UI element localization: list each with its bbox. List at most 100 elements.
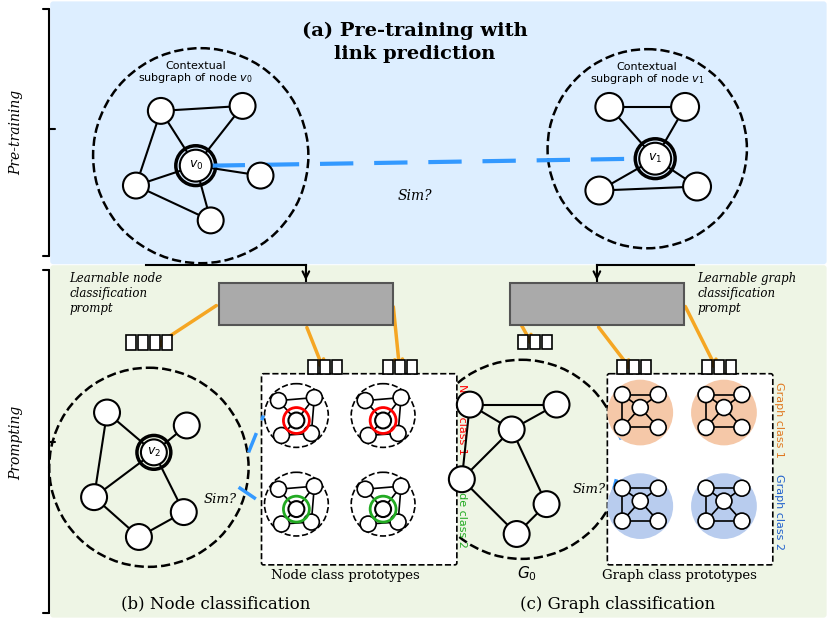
Text: Learnable graph
classification
prompt: Learnable graph classification prompt	[697, 272, 796, 315]
Bar	[702, 360, 712, 374]
Circle shape	[683, 172, 711, 200]
Text: Prompting: Prompting	[9, 405, 23, 479]
Circle shape	[595, 93, 623, 121]
Circle shape	[126, 524, 152, 550]
Circle shape	[273, 516, 290, 532]
Circle shape	[306, 389, 322, 405]
Bar	[510, 283, 684, 325]
Bar	[642, 360, 652, 374]
Bar	[309, 360, 319, 374]
Text: subgraph of node $v_1$: subgraph of node $v_1$	[590, 72, 705, 86]
FancyBboxPatch shape	[261, 374, 456, 565]
Bar	[726, 360, 736, 374]
Circle shape	[671, 93, 699, 121]
Bar	[138, 335, 148, 350]
Text: Node class prototypes: Node class prototypes	[271, 569, 420, 582]
Bar	[395, 360, 405, 374]
Circle shape	[544, 392, 569, 417]
Circle shape	[360, 427, 376, 443]
Text: Contextual: Contextual	[165, 61, 226, 71]
Circle shape	[271, 392, 286, 409]
Text: Learnable node
classification
prompt: Learnable node classification prompt	[69, 272, 163, 315]
Bar	[407, 360, 417, 374]
Text: Graph class 1: Graph class 1	[774, 381, 784, 458]
Circle shape	[608, 379, 673, 445]
Text: $v_1$: $v_1$	[648, 152, 662, 166]
Bar	[162, 335, 172, 350]
Circle shape	[534, 491, 559, 517]
Circle shape	[304, 514, 320, 530]
Circle shape	[247, 162, 273, 188]
Text: Graph class 2: Graph class 2	[774, 474, 784, 550]
Circle shape	[698, 480, 714, 496]
Bar	[714, 360, 724, 374]
Circle shape	[171, 499, 197, 525]
Bar	[150, 335, 160, 350]
Circle shape	[306, 478, 322, 494]
Circle shape	[289, 501, 305, 517]
Circle shape	[698, 513, 714, 529]
Circle shape	[698, 420, 714, 435]
Circle shape	[390, 425, 406, 441]
Bar	[126, 335, 136, 350]
Circle shape	[734, 513, 749, 529]
Circle shape	[198, 208, 223, 233]
Circle shape	[393, 478, 409, 494]
Text: READOUT: READOUT	[554, 297, 641, 311]
Text: (c) Graph classification: (c) Graph classification	[520, 596, 715, 613]
Circle shape	[734, 480, 749, 496]
Text: (a) Pre-training with
link prediction: (a) Pre-training with link prediction	[302, 21, 528, 63]
Bar	[218, 283, 393, 325]
Circle shape	[375, 412, 391, 428]
Text: READOUT: READOUT	[262, 297, 349, 311]
Circle shape	[716, 400, 732, 415]
Bar	[618, 360, 627, 374]
Circle shape	[691, 473, 757, 539]
Circle shape	[734, 387, 749, 402]
Bar	[518, 335, 528, 349]
Text: Contextual: Contextual	[617, 62, 677, 72]
Text: $v_2$: $v_2$	[147, 446, 161, 459]
Circle shape	[614, 480, 630, 496]
Bar	[629, 360, 639, 374]
FancyBboxPatch shape	[51, 265, 827, 618]
Circle shape	[230, 93, 256, 119]
Circle shape	[650, 480, 666, 496]
Circle shape	[632, 400, 648, 415]
Circle shape	[273, 427, 290, 443]
Circle shape	[650, 513, 666, 529]
FancyBboxPatch shape	[608, 374, 773, 565]
Circle shape	[393, 389, 409, 405]
Circle shape	[357, 392, 374, 409]
Bar	[332, 360, 342, 374]
Text: (b) Node classification: (b) Node classification	[121, 596, 310, 613]
Circle shape	[304, 425, 320, 441]
Circle shape	[360, 516, 376, 532]
Circle shape	[650, 420, 666, 435]
Circle shape	[632, 493, 648, 509]
Circle shape	[271, 481, 286, 497]
Text: subgraph of node $v_0$: subgraph of node $v_0$	[139, 71, 253, 85]
Circle shape	[289, 412, 305, 428]
Circle shape	[608, 473, 673, 539]
Circle shape	[94, 400, 120, 425]
Text: Sim?: Sim?	[204, 493, 237, 506]
Circle shape	[148, 98, 173, 124]
FancyBboxPatch shape	[51, 1, 827, 264]
Bar	[320, 360, 330, 374]
Circle shape	[691, 379, 757, 445]
Text: $v_0$: $v_0$	[188, 159, 203, 172]
Circle shape	[639, 143, 671, 175]
Text: Node class 2: Node class 2	[457, 477, 466, 547]
Circle shape	[390, 514, 406, 530]
Circle shape	[81, 484, 107, 510]
Circle shape	[614, 387, 630, 402]
Circle shape	[457, 392, 483, 417]
Circle shape	[585, 177, 613, 205]
Circle shape	[614, 513, 630, 529]
Bar	[383, 360, 393, 374]
Text: Sim?: Sim?	[398, 188, 432, 203]
Text: Graph class prototypes: Graph class prototypes	[602, 569, 757, 582]
Bar	[541, 335, 552, 349]
Circle shape	[357, 481, 374, 497]
